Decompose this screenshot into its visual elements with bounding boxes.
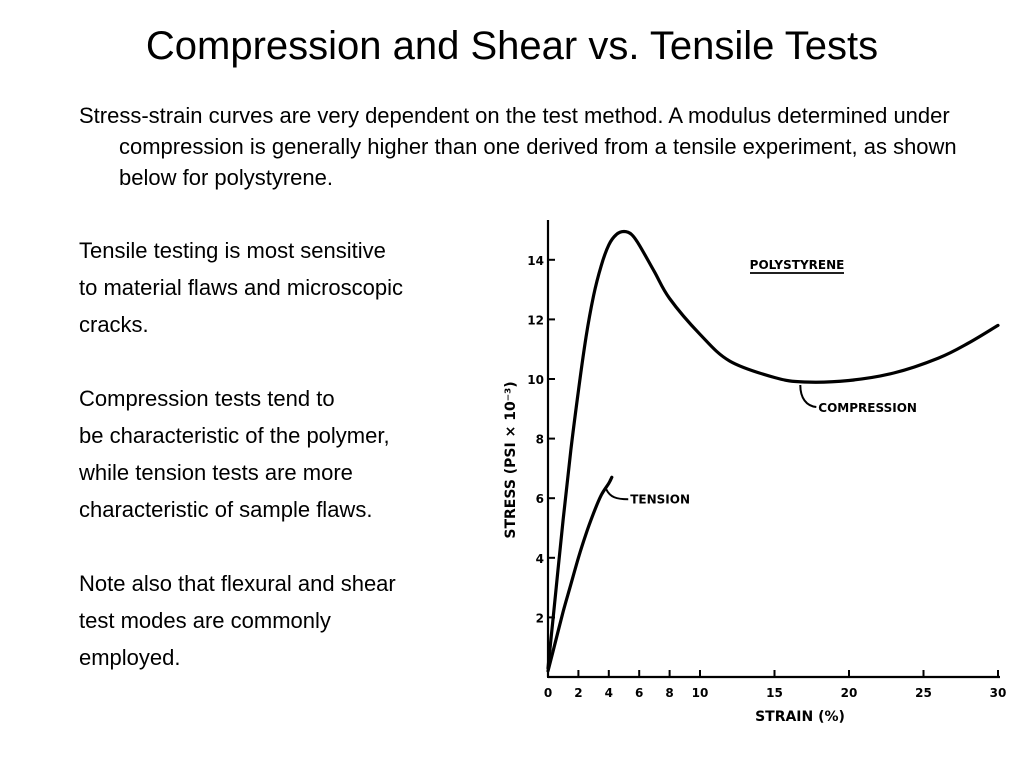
note-line: Tensile testing is most sensitive	[79, 238, 386, 263]
x-tick-label: 2	[574, 686, 582, 700]
side-notes: Tensile testing is most sensitive to mat…	[79, 232, 479, 676]
y-tick-label: 8	[536, 433, 544, 447]
note-line: be characteristic of the polymer,	[79, 423, 390, 448]
x-tick-label: 0	[544, 686, 552, 700]
x-tick-label: 6	[635, 686, 643, 700]
compression-leader-line	[799, 384, 817, 408]
y-axis-title: STRESS (PSI × 10⁻³)	[503, 381, 519, 538]
stress-strain-chart: 2 4 6 8 10 12 14 0 2 4 6 8 10 15 20 25 30 STRAIN (%) STRES…	[503, 220, 1006, 725]
x-axis-title: STRAIN (%)	[755, 709, 845, 725]
x-tick-label: 15	[766, 686, 783, 700]
y-tick-label: 4	[536, 552, 544, 566]
tension-leader-line	[605, 488, 629, 501]
note-line: characteristic of sample flaws.	[79, 497, 373, 522]
intro-paragraph: Stress-strain curves are very dependent …	[79, 103, 957, 190]
note-line: Note also that flexural and shear	[79, 571, 396, 596]
note-line: employed.	[79, 645, 181, 670]
note-line: Compression tests tend to	[79, 386, 335, 411]
y-tick-label: 2	[536, 611, 544, 625]
x-tick-label: 20	[841, 686, 858, 700]
note-compression: Compression tests tend to be characteris…	[79, 380, 479, 528]
note-line: to material flaws and microscopic	[79, 275, 404, 300]
series-group	[546, 229, 1000, 673]
note-line: cracks.	[79, 312, 149, 337]
x-tick-label: 10	[692, 686, 709, 700]
x-tick-label: 4	[605, 686, 613, 700]
note-line: test modes are commonly	[79, 608, 331, 633]
axes	[546, 220, 1000, 679]
tension-label: TENSION	[630, 492, 690, 506]
slide-title: Compression and Shear vs. Tensile Tests	[145, 24, 879, 68]
y-tick-label: 10	[527, 373, 544, 387]
labels-group: 2 4 6 8 10 12 14 0 2 4 6 8 10 15 20 25 30 STRAIN (%) STRES…	[503, 254, 1006, 725]
chart-title: POLYSTYRENE	[750, 258, 845, 272]
y-tick-label: 6	[536, 492, 544, 506]
series-line-tension	[546, 475, 614, 673]
note-flexural: Note also that flexural and shear test m…	[79, 565, 479, 676]
note-tensile: Tensile testing is most sensitive to mat…	[79, 232, 479, 343]
series-line-compression	[546, 229, 1000, 670]
compression-label: COMPRESSION	[818, 401, 917, 415]
y-tick-label: 12	[527, 313, 544, 327]
x-tick-label: 30	[990, 686, 1007, 700]
x-tick-label: 25	[915, 686, 932, 700]
x-tick-label: 8	[665, 686, 673, 700]
y-tick-label: 14	[527, 254, 544, 268]
note-line: while tension tests are more	[79, 460, 353, 485]
